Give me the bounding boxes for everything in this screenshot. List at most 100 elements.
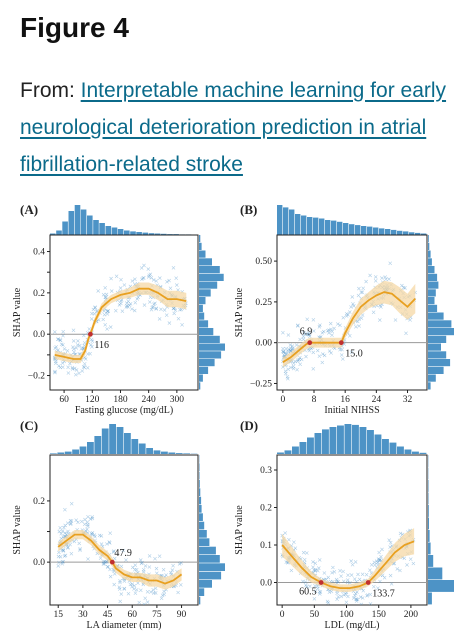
scatter-point xyxy=(65,521,70,526)
scatter-point xyxy=(109,276,113,281)
scatter-point xyxy=(336,579,341,584)
scatter-point xyxy=(357,286,361,291)
scatter-point xyxy=(122,579,127,583)
scatter-point xyxy=(101,292,106,297)
top-hist-bar xyxy=(116,427,124,454)
scatter-point xyxy=(345,578,350,582)
top-hist-bar xyxy=(349,224,355,235)
scatter-point xyxy=(99,534,104,538)
scatter-point xyxy=(283,371,288,376)
top-hist-bar xyxy=(56,230,62,235)
scatter-point xyxy=(74,346,79,350)
scatter-point xyxy=(132,567,137,572)
top-hist-bar xyxy=(72,449,79,454)
scatter-point xyxy=(73,372,78,377)
right-hist-bar xyxy=(199,496,202,505)
scatter-point xyxy=(81,333,86,338)
right-hist-bar xyxy=(428,281,439,289)
scatter-point xyxy=(398,568,402,573)
scatter-point xyxy=(302,330,306,335)
scatter-point xyxy=(107,540,112,544)
scatter-point xyxy=(69,501,74,506)
right-hist-bar xyxy=(199,546,216,555)
scatter-point xyxy=(384,277,388,282)
scatter-point xyxy=(108,531,113,536)
right-hist-bar xyxy=(428,359,451,367)
scatter-point xyxy=(380,276,384,280)
scatter-point xyxy=(124,305,129,309)
scatter-point xyxy=(70,367,75,371)
scatter-point xyxy=(292,540,296,545)
x-tick-label: 32 xyxy=(403,395,413,405)
scatter-point xyxy=(377,550,381,555)
scatter-point xyxy=(145,589,150,594)
scatter-point xyxy=(171,265,176,270)
right-hist-bar xyxy=(199,250,206,258)
scatter-point xyxy=(341,579,346,584)
scatter-point xyxy=(85,522,90,527)
scatter-point xyxy=(284,346,288,351)
scatter-point xyxy=(305,332,310,337)
scatter-point xyxy=(304,584,309,589)
scatter-point xyxy=(56,348,60,352)
scatter-point xyxy=(133,591,138,596)
scatter-point xyxy=(68,518,73,523)
top-hist-bar xyxy=(87,215,93,235)
scatter-point xyxy=(341,569,345,574)
scatter-point xyxy=(149,590,153,594)
top-hist-bar xyxy=(355,225,361,235)
article-link[interactable]: Interpretable machine learning for early… xyxy=(20,79,447,176)
scatter-point xyxy=(316,566,321,570)
scatter-point xyxy=(132,308,137,313)
top-hist-bar xyxy=(142,232,149,235)
right-hist-bar xyxy=(428,304,438,312)
scatter-point xyxy=(165,279,169,284)
top-hist-bar xyxy=(385,229,391,235)
scatter-point xyxy=(365,593,369,598)
source-line: From: Interpretable machine learning for… xyxy=(20,72,460,183)
scatter-point xyxy=(71,339,76,343)
threshold-marker xyxy=(307,340,313,346)
scatter-point xyxy=(89,342,93,347)
scatter-point xyxy=(151,305,155,309)
scatter-point xyxy=(134,567,139,572)
scatter-point xyxy=(61,559,66,564)
scatter-point xyxy=(141,567,146,572)
threshold-label: 60.5 xyxy=(299,587,317,598)
scatter-point xyxy=(57,560,61,565)
x-tick-label: 300 xyxy=(170,395,185,405)
x-axis-label: Initial NIHSS xyxy=(324,405,379,416)
scatter-point xyxy=(373,275,378,279)
top-hist-bar xyxy=(379,228,385,235)
scatter-point xyxy=(298,362,303,367)
scatter-point xyxy=(312,596,317,601)
right-hist-bar xyxy=(428,542,431,555)
right-hist-bar xyxy=(199,359,215,367)
scatter-point xyxy=(112,549,116,553)
right-hist-bar xyxy=(428,580,454,592)
scatter-point xyxy=(375,560,380,565)
scatter-point xyxy=(130,584,134,589)
scatter-point xyxy=(368,592,373,597)
scatter-point xyxy=(99,542,104,546)
top-hist-bar xyxy=(148,233,155,235)
from-label: From: xyxy=(20,79,81,102)
x-tick-label: 0 xyxy=(280,610,285,620)
scatter-point xyxy=(359,316,364,321)
scatter-point xyxy=(338,568,342,573)
top-hist-bar xyxy=(421,233,427,235)
scatter-point xyxy=(317,592,322,596)
scatter-point xyxy=(108,325,113,329)
scatter-point xyxy=(329,589,334,594)
scatter-point xyxy=(56,337,60,342)
scatter-point xyxy=(356,293,361,298)
scatter-point xyxy=(172,311,177,316)
scatter-point xyxy=(288,343,293,347)
scatter-point xyxy=(387,538,392,543)
top-hist-bar xyxy=(313,217,319,235)
scatter-point xyxy=(379,554,383,559)
scatter-point xyxy=(132,587,136,591)
scatter-point xyxy=(398,531,403,536)
scatter-point xyxy=(400,283,404,288)
scatter-point xyxy=(66,545,70,550)
